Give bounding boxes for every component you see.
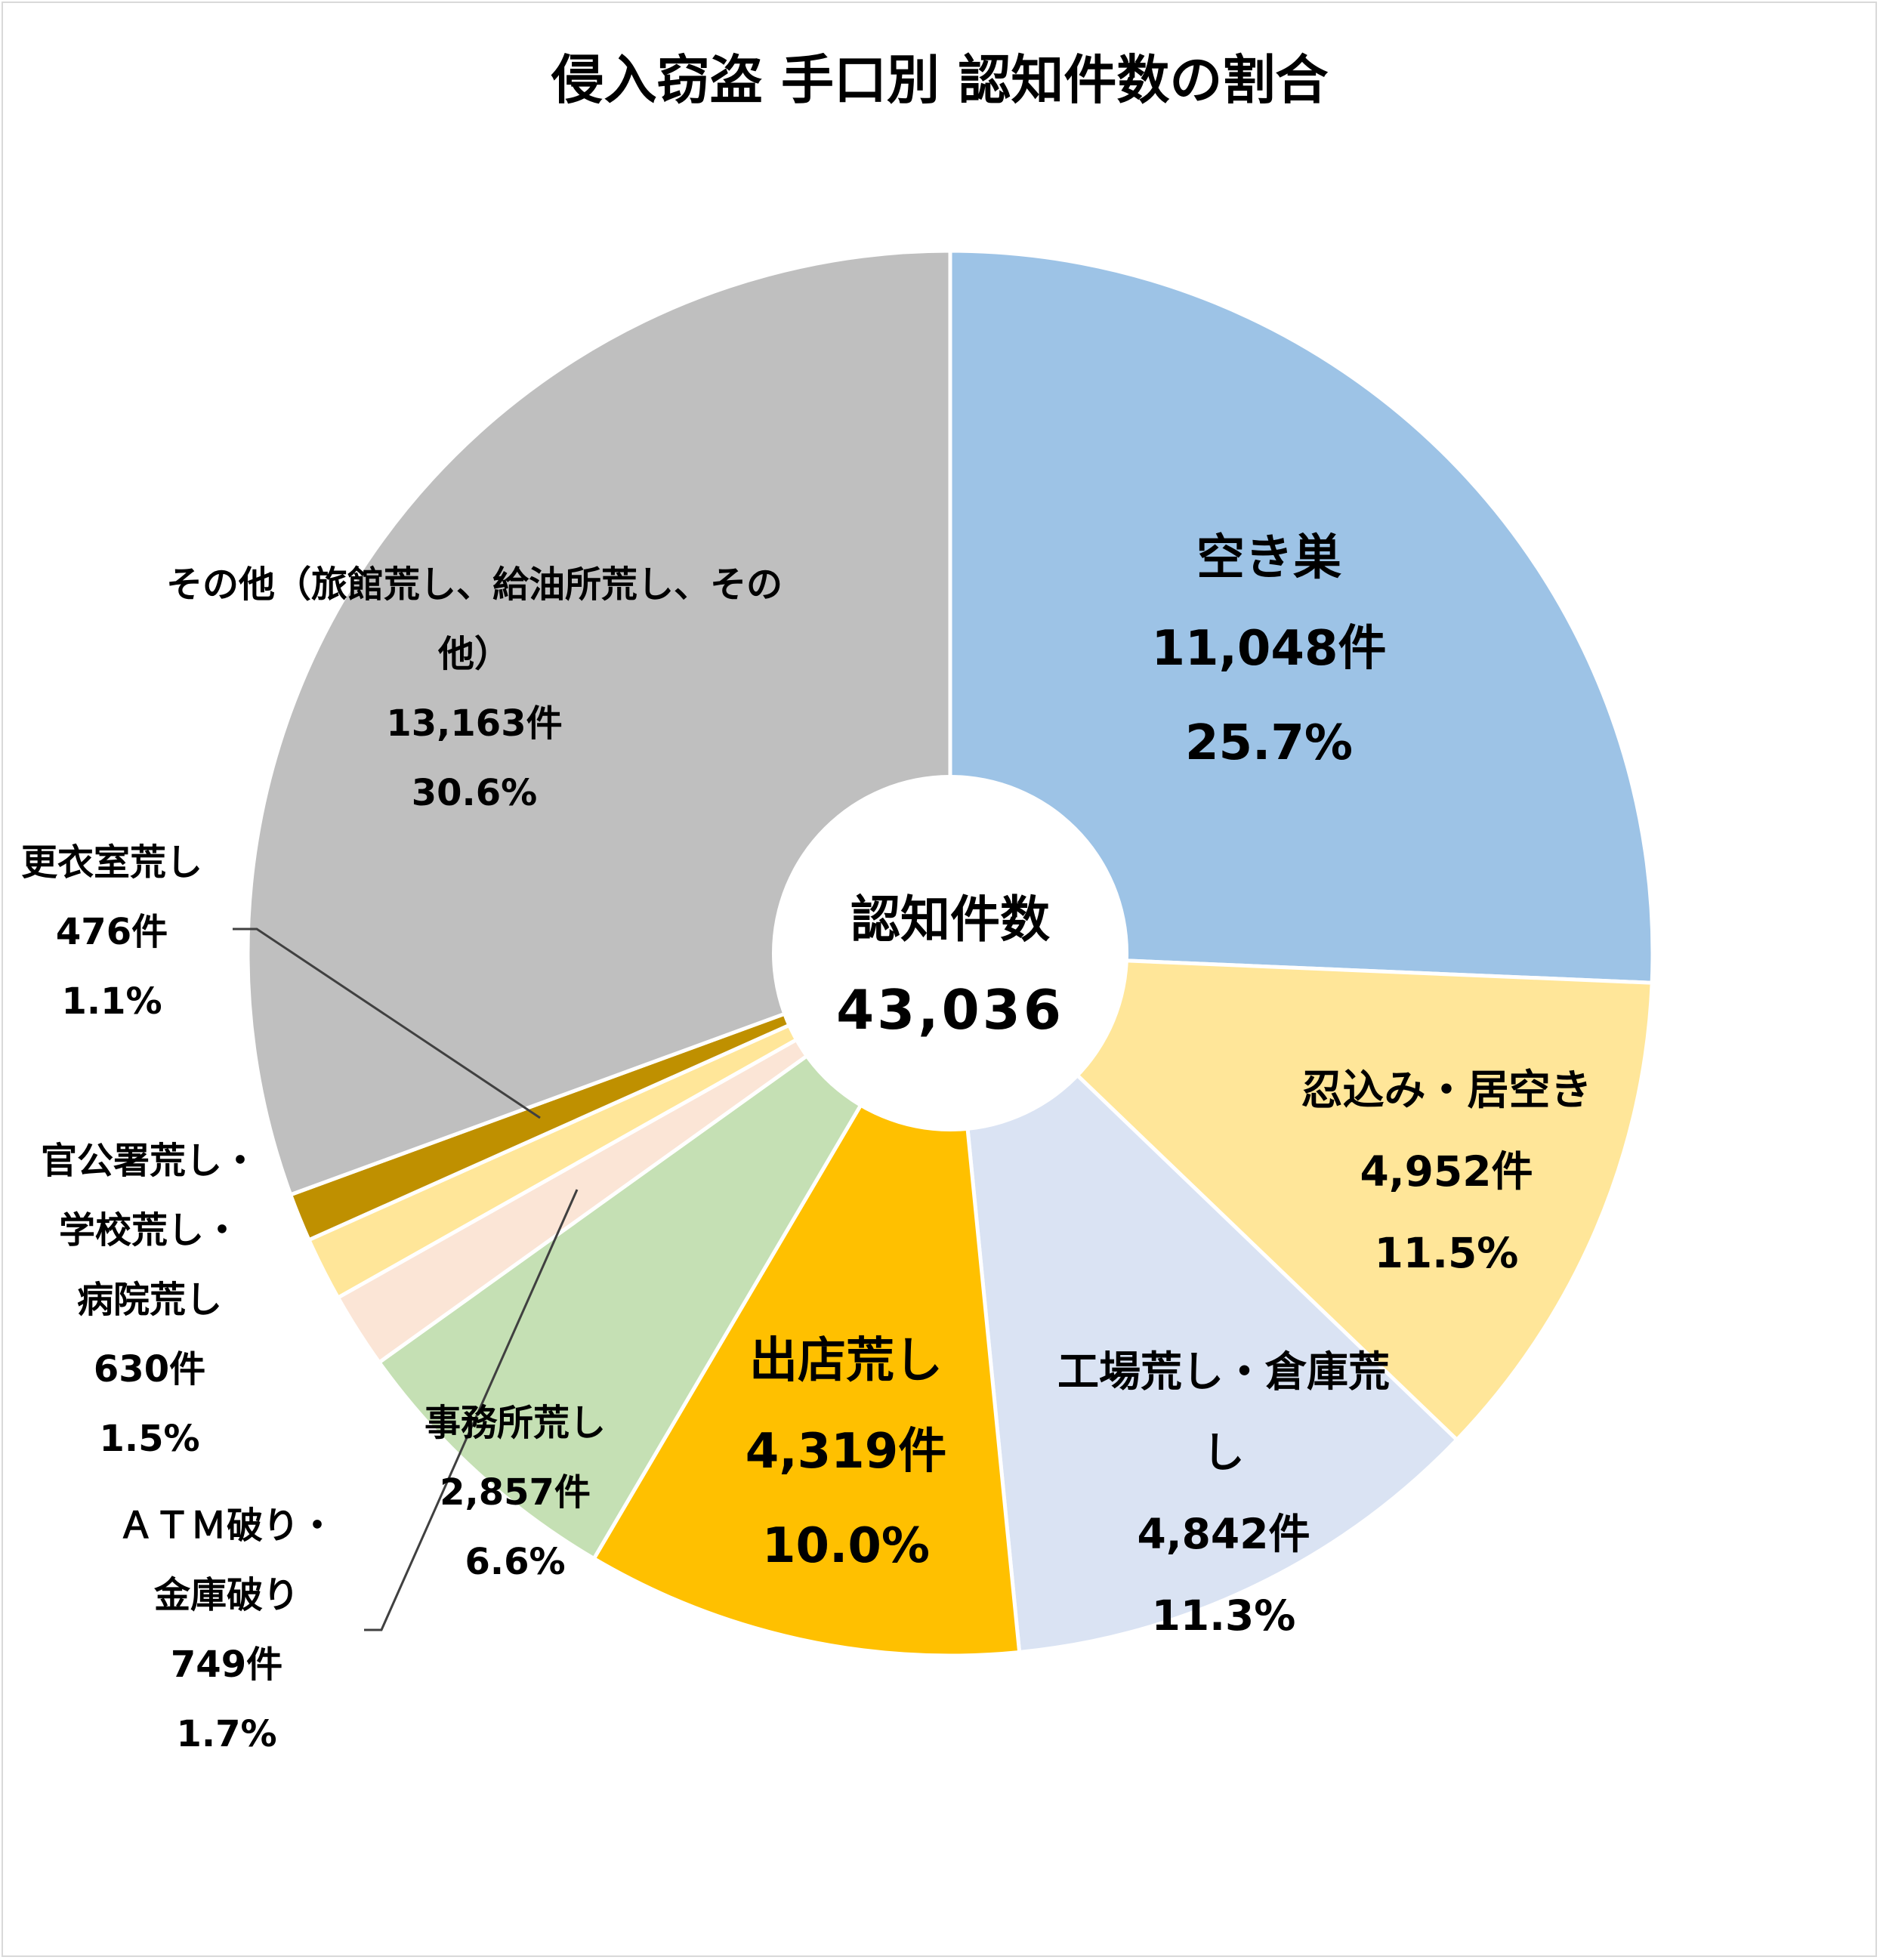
chart-title: 侵入窃盗 手口別 認知件数の割合: [551, 49, 1329, 111]
center-total: 43,036: [836, 978, 1064, 1042]
leader-line-locker: [233, 928, 541, 1119]
label-kankosho-name-2: 学校荒し・: [59, 1209, 240, 1252]
label-demise-name: 出店荒し: [749, 1333, 943, 1389]
data-labels: 空き巣 11,048件 25.7% 忍込み・居空き 4,952件 11.5% 工…: [21, 530, 1592, 1755]
donut-hole: [772, 775, 1128, 1131]
label-shinobikomi-count: 4,952件: [1360, 1147, 1533, 1196]
pie-slice-0: [948, 248, 1655, 985]
label-sonota-count: 13,163件: [386, 702, 562, 745]
pie-slice-2: [947, 948, 1460, 1655]
pie-slice-4: [376, 951, 952, 1561]
label-jimusho-count: 2,857件: [440, 1471, 591, 1514]
label-demise-percent: 10.0%: [762, 1518, 930, 1574]
center-label: 認知件数: [850, 890, 1050, 949]
label-kankosho-percent: 1.5%: [99, 1418, 199, 1460]
label-akisu-name: 空き巣: [1196, 530, 1341, 586]
label-demise-count: 4,319件: [746, 1424, 946, 1480]
leader-lines: [233, 928, 579, 1631]
label-kojo-name-1: 工場荒し・倉庫荒: [1057, 1347, 1390, 1396]
pie-slices: [245, 248, 1655, 1658]
label-akisu-count: 11,048件: [1152, 621, 1387, 677]
pie-slice-3: [591, 947, 1022, 1658]
label-koishitsu-name: 更衣室荒し: [21, 841, 202, 884]
label-kojo-name-2: し: [1202, 1428, 1244, 1477]
label-akisu-percent: 25.7%: [1185, 715, 1353, 771]
pie-slice-1: [945, 951, 1654, 1443]
leader-line-atm: [364, 1189, 579, 1631]
label-sonota-percent: 30.6%: [412, 772, 538, 814]
label-sonota-name-1: その他（旅館荒し、給油所荒し、その: [166, 563, 783, 606]
label-atm-name-2: 金庫破り: [153, 1574, 299, 1616]
label-koishitsu-percent: 1.1%: [61, 980, 162, 1023]
label-kankosho-count: 630件: [94, 1348, 205, 1391]
label-kankosho-name-1: 官公署荒し・: [41, 1140, 258, 1182]
label-shinobikomi-percent: 11.5%: [1375, 1229, 1519, 1277]
label-sonota-name-2: 他）: [437, 633, 511, 675]
label-shinobikomi-name: 忍込み・居空き: [1301, 1066, 1591, 1114]
label-atm-name-1: ＡＴＭ破り・: [118, 1505, 335, 1547]
label-jimusho-name: 事務所荒し: [424, 1402, 606, 1444]
label-atm-count: 749件: [171, 1644, 282, 1686]
label-koishitsu-count: 476件: [56, 911, 168, 953]
label-kojo-percent: 11.3%: [1152, 1591, 1296, 1640]
label-jimusho-percent: 6.6%: [465, 1541, 565, 1583]
label-kojo-count: 4,842件: [1138, 1510, 1310, 1558]
label-kankosho-name-3: 病院荒し: [77, 1279, 222, 1321]
label-atm-percent: 1.7%: [176, 1713, 276, 1755]
